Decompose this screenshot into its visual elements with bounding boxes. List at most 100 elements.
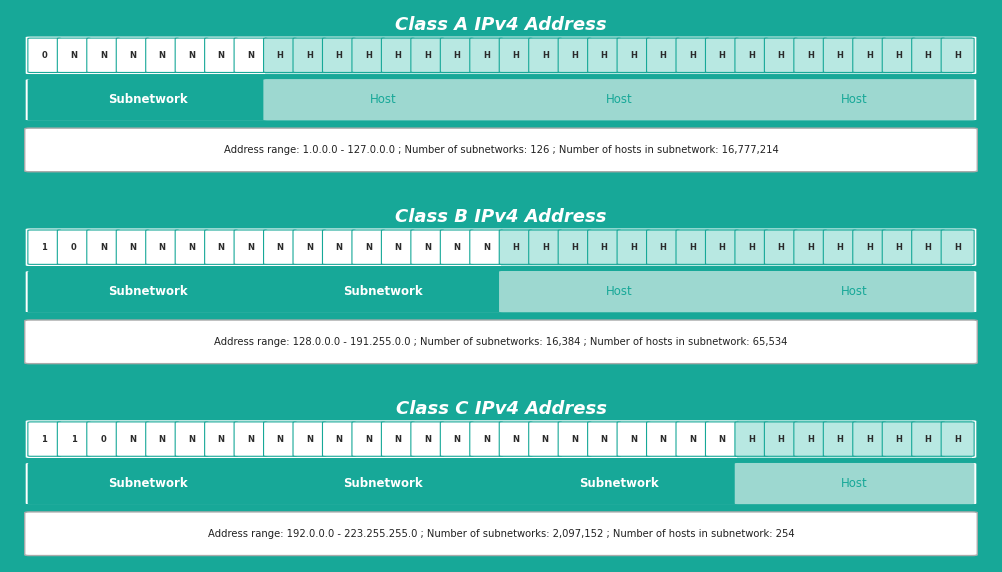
Text: N: N — [158, 51, 165, 60]
Text: N: N — [483, 243, 490, 252]
Text: N: N — [512, 435, 519, 444]
Text: H: H — [837, 51, 844, 60]
FancyBboxPatch shape — [734, 230, 768, 264]
Text: H: H — [542, 51, 549, 60]
FancyBboxPatch shape — [175, 230, 208, 264]
Text: H: H — [954, 435, 961, 444]
FancyBboxPatch shape — [87, 422, 120, 456]
Text: H: H — [600, 51, 607, 60]
Text: 0: 0 — [100, 435, 106, 444]
Text: H: H — [630, 51, 637, 60]
FancyBboxPatch shape — [323, 38, 356, 73]
Text: Host: Host — [370, 93, 397, 106]
FancyBboxPatch shape — [734, 79, 974, 121]
FancyBboxPatch shape — [57, 230, 90, 264]
Text: H: H — [630, 243, 637, 252]
Text: Host: Host — [605, 285, 632, 298]
Text: H: H — [571, 51, 578, 60]
Text: N: N — [70, 51, 77, 60]
FancyBboxPatch shape — [676, 38, 709, 73]
FancyBboxPatch shape — [382, 38, 415, 73]
Text: H: H — [689, 51, 696, 60]
FancyBboxPatch shape — [175, 422, 208, 456]
FancyBboxPatch shape — [765, 38, 798, 73]
FancyBboxPatch shape — [440, 38, 473, 73]
Text: N: N — [158, 435, 165, 444]
FancyBboxPatch shape — [470, 422, 503, 456]
FancyBboxPatch shape — [676, 422, 709, 456]
Text: 1: 1 — [41, 435, 47, 444]
Text: H: H — [866, 51, 873, 60]
Text: H: H — [925, 243, 932, 252]
Text: H: H — [718, 243, 725, 252]
Text: H: H — [306, 51, 313, 60]
FancyBboxPatch shape — [646, 422, 679, 456]
FancyBboxPatch shape — [587, 422, 620, 456]
FancyBboxPatch shape — [264, 230, 297, 264]
Text: N: N — [247, 435, 255, 444]
FancyBboxPatch shape — [440, 230, 473, 264]
Text: N: N — [158, 243, 165, 252]
Text: N: N — [424, 243, 431, 252]
FancyBboxPatch shape — [25, 271, 977, 313]
FancyBboxPatch shape — [352, 38, 385, 73]
Text: H: H — [837, 435, 844, 444]
Text: N: N — [395, 243, 402, 252]
FancyBboxPatch shape — [529, 38, 562, 73]
Text: Class C IPv4 Address: Class C IPv4 Address — [396, 400, 606, 418]
FancyBboxPatch shape — [28, 230, 61, 264]
Text: 1: 1 — [41, 243, 47, 252]
FancyBboxPatch shape — [912, 38, 945, 73]
Text: H: H — [424, 51, 431, 60]
FancyBboxPatch shape — [824, 230, 857, 264]
Text: H: H — [512, 51, 519, 60]
Text: N: N — [600, 435, 607, 444]
FancyBboxPatch shape — [646, 38, 679, 73]
FancyBboxPatch shape — [765, 422, 798, 456]
Text: H: H — [954, 243, 961, 252]
Text: H: H — [895, 243, 902, 252]
FancyBboxPatch shape — [25, 320, 977, 364]
Text: 0: 0 — [41, 51, 47, 60]
Text: Host: Host — [841, 477, 868, 490]
FancyBboxPatch shape — [293, 422, 326, 456]
Text: H: H — [659, 243, 666, 252]
Text: H: H — [600, 243, 607, 252]
FancyBboxPatch shape — [352, 230, 385, 264]
Text: 1: 1 — [71, 435, 77, 444]
FancyBboxPatch shape — [0, 197, 1002, 375]
Text: N: N — [659, 435, 666, 444]
FancyBboxPatch shape — [145, 230, 178, 264]
FancyBboxPatch shape — [28, 38, 61, 73]
Text: Host: Host — [841, 285, 868, 298]
FancyBboxPatch shape — [617, 422, 650, 456]
FancyBboxPatch shape — [705, 230, 738, 264]
Text: H: H — [659, 51, 666, 60]
FancyBboxPatch shape — [705, 422, 738, 456]
Text: H: H — [925, 435, 932, 444]
FancyBboxPatch shape — [264, 271, 503, 312]
Text: H: H — [689, 243, 696, 252]
FancyBboxPatch shape — [382, 422, 415, 456]
Text: N: N — [336, 435, 343, 444]
FancyBboxPatch shape — [0, 5, 1002, 183]
FancyBboxPatch shape — [499, 230, 532, 264]
FancyBboxPatch shape — [28, 463, 268, 505]
FancyBboxPatch shape — [382, 230, 415, 264]
Text: Subnetwork: Subnetwork — [107, 477, 187, 490]
Bar — [501, 228, 972, 266]
FancyBboxPatch shape — [705, 38, 738, 73]
Text: Host: Host — [841, 93, 868, 106]
Text: N: N — [129, 435, 136, 444]
FancyBboxPatch shape — [264, 79, 503, 121]
FancyBboxPatch shape — [499, 463, 738, 505]
FancyBboxPatch shape — [912, 422, 945, 456]
FancyBboxPatch shape — [411, 230, 444, 264]
Text: H: H — [866, 243, 873, 252]
Text: H: H — [807, 243, 814, 252]
FancyBboxPatch shape — [293, 230, 326, 264]
FancyBboxPatch shape — [175, 38, 208, 73]
FancyBboxPatch shape — [0, 389, 1002, 567]
Text: Class B IPv4 Address: Class B IPv4 Address — [395, 208, 607, 226]
FancyBboxPatch shape — [529, 422, 562, 456]
